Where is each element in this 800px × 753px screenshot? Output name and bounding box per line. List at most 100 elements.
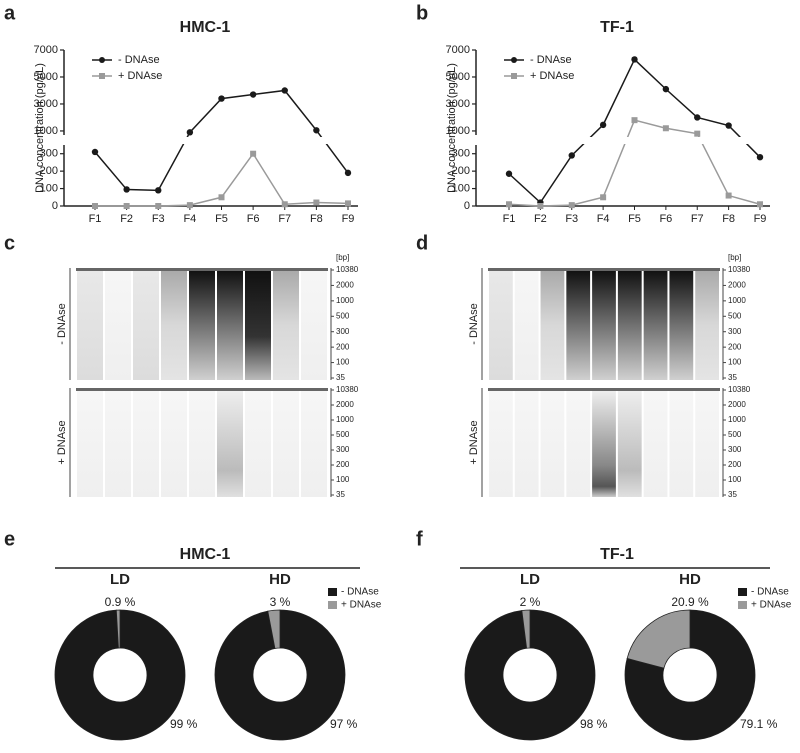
point — [631, 117, 638, 124]
bp-label: 35 — [728, 373, 737, 382]
gel-lane — [161, 271, 187, 380]
point — [345, 200, 351, 207]
axis-break — [56, 137, 370, 144]
point — [123, 186, 130, 193]
bp-label: 10380 — [336, 385, 359, 394]
x-tick-label: F8 — [310, 213, 323, 225]
x-tick-label: F9 — [342, 213, 355, 225]
x-tick-label: F3 — [152, 213, 165, 225]
gel-lane — [77, 391, 103, 497]
panel-letter: d — [416, 232, 428, 254]
y-tick-label: 100 — [40, 182, 58, 194]
x-tick-label: F2 — [120, 213, 133, 225]
gel-lane — [133, 271, 159, 380]
y-tick-label: 100 — [452, 182, 470, 194]
x-tick-label: F7 — [691, 213, 704, 225]
gel-lane — [514, 391, 539, 497]
point — [725, 192, 732, 199]
bp-label: 35 — [336, 373, 345, 382]
pie-value-label: 0.9 % — [105, 595, 136, 609]
pie-value-label: 99 % — [170, 717, 198, 731]
legend-label: - DNAse — [118, 54, 160, 66]
point — [313, 199, 320, 206]
point — [725, 122, 732, 129]
gel-lane — [489, 391, 513, 497]
bp-label: 200 — [336, 342, 350, 351]
chart-title: HMC-1 — [180, 19, 231, 36]
x-tick-label: F6 — [659, 213, 672, 225]
legend-label: + DNAse — [751, 600, 792, 611]
legend-marker — [99, 73, 105, 79]
gel-lane — [217, 391, 243, 497]
point — [91, 148, 99, 156]
y-tick-label: 200 — [452, 165, 470, 177]
gel-lane — [540, 271, 565, 380]
gel-lane — [695, 391, 719, 497]
gel-lane — [301, 271, 327, 380]
legend-swatch — [738, 601, 747, 609]
legend-marker — [511, 73, 517, 79]
bp-label: 500 — [728, 430, 742, 439]
gel-lane — [566, 271, 591, 380]
legend-label: - DNAse — [751, 587, 789, 598]
bp-label: 35 — [728, 490, 737, 499]
gel-lane — [489, 271, 513, 380]
bp-label: 300 — [728, 327, 742, 336]
gel-row-label: - DNAse — [468, 303, 480, 345]
pie-title: HD — [679, 571, 701, 588]
legend-label: + DNAse — [341, 600, 382, 611]
pie-title: HD — [269, 571, 291, 588]
point — [344, 169, 352, 177]
chart-title: TF-1 — [600, 19, 634, 36]
point — [281, 201, 288, 208]
legend-swatch — [738, 588, 747, 596]
y-tick-label: 300 — [452, 148, 470, 160]
gel-lane — [161, 391, 187, 497]
y-axis-label: DNA concentration (pg/μL) — [446, 63, 458, 193]
gel-lane — [301, 391, 327, 497]
pie-value-label: 20.9 % — [671, 595, 709, 609]
gel-lane — [592, 271, 616, 380]
point — [600, 194, 607, 201]
point — [249, 91, 257, 98]
y-tick-label: 7000 — [34, 44, 58, 56]
pie-value-label: 79.1 % — [740, 717, 778, 731]
gel-lane — [617, 391, 642, 497]
point — [662, 85, 670, 93]
point — [599, 121, 607, 129]
panel-letter: e — [4, 528, 15, 550]
bp-label: 1000 — [336, 415, 354, 424]
gel-lane — [514, 271, 539, 380]
gel-lane — [669, 271, 694, 380]
gel-row-label: + DNAse — [56, 420, 68, 464]
gel-top — [488, 388, 720, 391]
x-tick-label: F7 — [278, 213, 291, 225]
point — [505, 170, 513, 177]
gel-row-label: + DNAse — [468, 420, 480, 464]
gel-lane — [189, 271, 215, 380]
bp-label: 35 — [336, 490, 345, 499]
panel-letter: b — [416, 2, 428, 24]
axis-break — [468, 137, 782, 144]
bp-label: 10380 — [336, 265, 359, 274]
y-axis-label: DNA concentration (pg/μL) — [34, 63, 46, 193]
point — [568, 152, 575, 159]
pie-title: LD — [520, 571, 540, 588]
point — [250, 150, 257, 157]
bp-label: 100 — [728, 475, 742, 484]
gel-lane — [105, 391, 131, 497]
point — [186, 202, 193, 209]
bp-label: 100 — [336, 475, 350, 484]
legend-label: - DNAse — [341, 587, 379, 598]
point — [631, 56, 638, 63]
gel-lane — [273, 391, 299, 497]
gel-lane — [245, 391, 271, 497]
gel-unit: [bp] — [336, 253, 349, 262]
group-title: TF-1 — [600, 546, 634, 563]
pie-value-label: 97 % — [330, 717, 358, 731]
bp-label: 1000 — [728, 415, 746, 424]
pie-slice — [54, 609, 186, 741]
gel-lane — [133, 391, 159, 497]
gel-lane — [643, 391, 668, 497]
